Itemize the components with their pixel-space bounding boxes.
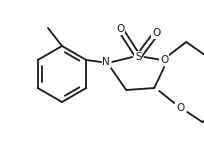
Text: O: O — [160, 55, 168, 65]
Text: N: N — [102, 57, 110, 67]
Text: S: S — [135, 52, 142, 62]
Text: O: O — [176, 103, 184, 113]
Text: O: O — [116, 24, 124, 34]
Text: O: O — [152, 28, 160, 38]
